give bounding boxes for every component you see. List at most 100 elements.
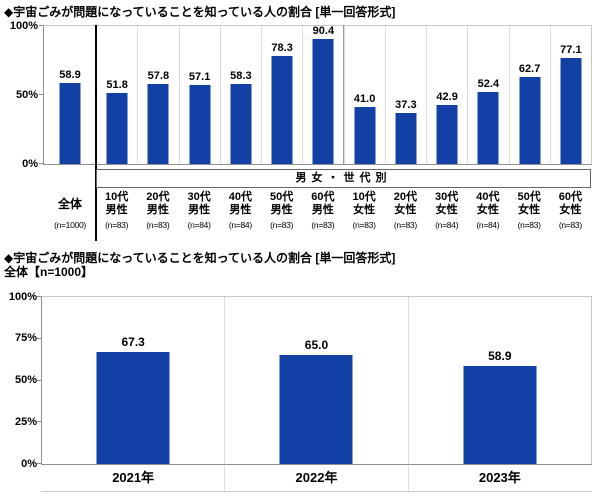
chart1-ytick-label: 100% <box>9 19 38 32</box>
chart1-group-label: 男女・世代別 <box>295 172 392 184</box>
chart1-bar <box>395 112 417 164</box>
chart1-column: 78.3 <box>261 26 302 164</box>
chart1-bar <box>477 91 499 164</box>
chart1-sample-size-label: (n=84) <box>228 220 252 230</box>
chart1-sample-size-label: (n=84) <box>187 220 211 230</box>
chart1-column: 37.3 <box>384 26 426 164</box>
chart1-sample-size-label: (n=83) <box>393 220 417 230</box>
chart1-bar-value: 42.9 <box>436 90 458 103</box>
chart1-category-label: 全体 <box>57 197 82 211</box>
chart2-column: 67.3 <box>42 297 224 464</box>
chart2-ytick-mark <box>37 421 41 422</box>
chart2-bar <box>96 351 170 464</box>
chart1-plot-area: 58.9 51.8 57.8 57.1 58.3 78.3 90.4 41.0 37.3 42.9… <box>43 25 592 165</box>
chart1-bar <box>312 39 334 164</box>
chart1-sample-size-label: (n=83) <box>146 220 170 230</box>
chart1-column: 90.4 <box>302 25 343 164</box>
chart1-ytick-mark <box>39 94 43 95</box>
chart1-bar-value: 90.4 <box>312 25 335 38</box>
chart1-category-label: 20代 女性 <box>393 191 417 216</box>
chart1-bar <box>106 92 128 164</box>
chart1-sample-size-label: (n=83) <box>105 220 129 230</box>
chart1-bar <box>560 57 582 164</box>
chart2-bar-value: 67.3 <box>121 334 145 349</box>
chart1-bar-value: 51.8 <box>106 78 128 91</box>
chart1-category-label: 10代 女性 <box>352 191 376 216</box>
chart2-ytick-mark <box>37 338 41 339</box>
chart1-bar-value: 41.0 <box>353 93 376 106</box>
chart1-category-label: 50代 男性 <box>270 191 294 216</box>
chart2-year-labels-row: 2021年 2022年 2023年 <box>42 466 591 491</box>
chart1-category-label: 40代 女性 <box>476 191 500 216</box>
chart2-ytick-label: 0% <box>21 457 37 470</box>
chart1-ytick-label: 0% <box>22 157 38 170</box>
chart2-bar <box>463 365 537 464</box>
chart2-year-label: 2021年 <box>112 470 155 485</box>
chart1-bar-value: 77.1 <box>560 43 582 56</box>
chart1-category-label: 60代 男性 <box>311 191 335 216</box>
chart1-column: 41.0 <box>343 26 385 164</box>
chart1-gender-separator-line <box>343 25 344 165</box>
chart1-sample-size-label: (n=1000) <box>54 220 86 230</box>
chart2-bottom-border <box>41 491 592 492</box>
chart2-column: 58.9 <box>407 297 591 464</box>
chart1-bar-value: 78.3 <box>271 41 293 54</box>
chart1-bar-value: 52.4 <box>477 77 500 90</box>
chart2-ytick-label: 50% <box>14 374 37 386</box>
chart2-ytick-label: 25% <box>14 415 37 428</box>
chart2-year-label: 2022年 <box>224 466 407 491</box>
chart1-column: 58.9 <box>44 26 96 164</box>
chart1-bar-value: 57.8 <box>147 70 170 83</box>
chart1-column: 57.1 <box>178 26 220 164</box>
chart1-category-label: 40代 男性 <box>228 191 252 216</box>
chart-demographics: ◆宇宙ごみが問題になっていることを知っている人の割合 [単一回答形式] 58.9… <box>4 5 592 241</box>
chart1-sample-size-label: (n=83) <box>517 220 541 230</box>
chart2-title: ◆宇宙ごみが問題になっていることを知っている人の割合 [単一回答形式] <box>4 251 396 265</box>
chart1-category-label: 30代 女性 <box>435 191 459 216</box>
chart1-sample-size-label: (n=84) <box>435 220 459 230</box>
chart2-year-label: 2023年 <box>407 466 591 491</box>
chart2-ytick-label: 75% <box>14 332 37 345</box>
chart1-bar <box>147 84 169 164</box>
chart1-column: 57.8 <box>137 26 178 164</box>
chart1-sample-size-label: (n=83) <box>352 220 376 230</box>
chart1-column: 52.4 <box>467 26 508 164</box>
chart1-bar <box>436 104 458 164</box>
chart1-column: 58.3 <box>219 26 261 164</box>
chart1-bar <box>230 83 252 164</box>
chart1-bar-value: 57.1 <box>188 71 211 84</box>
chart1-sample-size-label: (n=84) <box>476 220 500 230</box>
chart1-bar <box>271 55 293 164</box>
chart1-bar-value: 58.3 <box>230 69 252 82</box>
chart1-column: 42.9 <box>426 26 467 164</box>
chart1-column: 62.7 <box>508 26 550 164</box>
chart1-title: ◆宇宙ごみが問題になっていることを知っている人の割合 [単一回答形式] <box>4 5 396 19</box>
chart2-subtitle: 全体【n=1000】 <box>4 265 94 279</box>
chart1-ytick-label: 50% <box>15 88 38 101</box>
chart1-category-label: 60代 女性 <box>558 191 582 216</box>
chart1-bar-value: 62.7 <box>518 63 541 76</box>
chart1-bar <box>189 85 211 164</box>
chart1-bar-value: 37.3 <box>395 98 417 111</box>
chart2-bar <box>279 355 353 464</box>
chart1-bar <box>354 107 376 164</box>
chart1-ytick-mark <box>39 163 43 164</box>
chart2-ytick-label: 100% <box>8 290 37 303</box>
chart1-bar-value: 58.9 <box>59 68 81 81</box>
chart2-ytick-mark <box>37 463 41 464</box>
chart1-ytick-mark <box>39 25 43 26</box>
chart2-ytick-mark <box>37 380 41 381</box>
chart1-sample-size-label: (n=83) <box>311 220 335 230</box>
chart1-sample-size-label: (n=83) <box>270 220 294 230</box>
chart1-category-label: 20代 男性 <box>146 191 170 216</box>
chart1-bar <box>59 82 81 164</box>
chart1-column: 51.8 <box>96 26 137 164</box>
chart2-bar-value: 65.0 <box>304 338 329 353</box>
chart1-bar <box>519 77 541 164</box>
chart-yearly-trend: ◆宇宙ごみが問題になっていることを知っている人の割合 [単一回答形式] 全体【n… <box>0 248 600 496</box>
chart1-column: 77.1 <box>549 26 591 164</box>
chart1-category-label: 30代 男性 <box>187 191 211 216</box>
chart2-ytick-mark <box>37 296 41 297</box>
chart2-bar-value: 58.9 <box>488 348 512 363</box>
